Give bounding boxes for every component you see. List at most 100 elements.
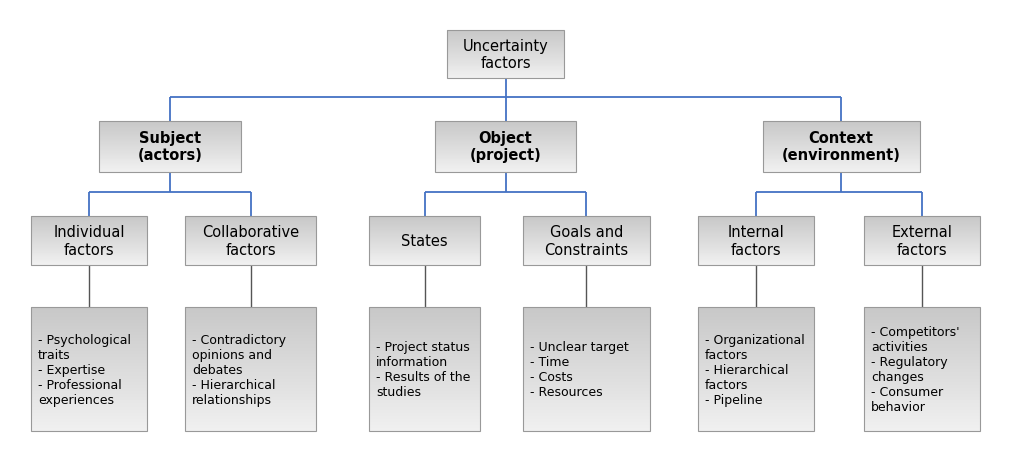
Bar bbox=[435, 129, 576, 130]
Bar bbox=[369, 336, 480, 338]
Bar bbox=[435, 171, 576, 172]
Bar bbox=[30, 413, 148, 416]
Bar bbox=[524, 341, 649, 345]
Bar bbox=[698, 233, 815, 234]
Bar bbox=[369, 373, 480, 375]
Text: - Competitors'
activities
- Regulatory
changes
- Consumer
behavior: - Competitors' activities - Regulatory c… bbox=[870, 325, 959, 414]
Bar bbox=[99, 130, 241, 132]
Bar bbox=[99, 134, 241, 135]
Bar bbox=[863, 397, 980, 400]
Bar bbox=[30, 354, 148, 357]
Bar bbox=[369, 366, 480, 369]
Bar bbox=[863, 241, 980, 242]
Bar bbox=[30, 317, 148, 320]
Bar bbox=[30, 222, 148, 223]
Bar bbox=[99, 169, 241, 171]
Bar bbox=[185, 237, 316, 239]
Bar bbox=[435, 151, 576, 152]
Bar bbox=[435, 159, 576, 161]
Bar bbox=[524, 257, 649, 258]
Bar bbox=[99, 137, 241, 138]
Bar bbox=[435, 122, 576, 172]
Bar bbox=[369, 311, 480, 314]
Bar bbox=[863, 242, 980, 243]
Bar bbox=[863, 248, 980, 249]
Bar bbox=[369, 425, 480, 428]
Bar bbox=[99, 123, 241, 124]
Bar bbox=[99, 167, 241, 168]
Bar bbox=[698, 341, 815, 345]
Bar bbox=[762, 157, 920, 158]
Bar bbox=[185, 241, 316, 242]
Bar bbox=[30, 394, 148, 397]
Bar bbox=[435, 123, 576, 124]
Bar bbox=[369, 257, 480, 258]
Bar bbox=[435, 166, 576, 167]
Bar bbox=[30, 236, 148, 237]
Bar bbox=[30, 375, 148, 379]
Bar bbox=[524, 382, 649, 385]
Bar bbox=[99, 156, 241, 157]
Bar bbox=[369, 255, 480, 257]
Bar bbox=[762, 133, 920, 134]
Bar bbox=[185, 326, 316, 329]
Bar bbox=[447, 76, 563, 77]
Bar bbox=[762, 148, 920, 149]
Bar bbox=[369, 314, 480, 317]
Bar bbox=[447, 42, 563, 43]
Bar bbox=[99, 168, 241, 170]
Bar bbox=[369, 258, 480, 259]
Bar bbox=[185, 243, 316, 245]
Bar bbox=[435, 157, 576, 158]
Bar bbox=[185, 329, 316, 332]
Bar bbox=[369, 252, 480, 253]
Bar bbox=[185, 263, 316, 264]
Bar bbox=[762, 147, 920, 148]
Text: Goals and
Constraints: Goals and Constraints bbox=[544, 225, 629, 257]
Bar bbox=[30, 241, 148, 242]
Bar bbox=[762, 138, 920, 139]
Bar bbox=[762, 158, 920, 160]
Bar bbox=[524, 254, 649, 255]
Bar bbox=[185, 224, 316, 225]
Bar bbox=[369, 428, 480, 431]
Bar bbox=[369, 228, 480, 229]
Bar bbox=[863, 382, 980, 385]
Bar bbox=[863, 385, 980, 388]
Bar bbox=[435, 150, 576, 151]
Bar bbox=[369, 222, 480, 223]
Bar bbox=[863, 339, 980, 341]
Bar bbox=[369, 249, 480, 251]
Bar bbox=[30, 345, 148, 348]
Bar bbox=[762, 156, 920, 157]
Bar bbox=[762, 151, 920, 152]
Bar bbox=[524, 245, 649, 246]
Bar bbox=[698, 373, 815, 375]
Bar bbox=[30, 400, 148, 403]
Bar bbox=[185, 239, 316, 240]
Bar bbox=[30, 419, 148, 422]
Bar bbox=[369, 241, 480, 242]
Bar bbox=[435, 132, 576, 133]
Bar bbox=[185, 254, 316, 255]
Bar bbox=[863, 422, 980, 425]
Bar bbox=[30, 379, 148, 382]
Bar bbox=[447, 69, 563, 71]
Bar bbox=[524, 223, 649, 224]
Bar bbox=[863, 336, 980, 338]
Bar bbox=[863, 419, 980, 422]
Bar bbox=[30, 224, 148, 225]
Bar bbox=[185, 217, 316, 218]
Bar bbox=[99, 164, 241, 166]
Bar bbox=[435, 133, 576, 134]
Bar bbox=[185, 385, 316, 388]
Text: - Organizational
factors
- Hierarchical
factors
- Pipeline: - Organizational factors - Hierarchical … bbox=[706, 333, 805, 406]
Bar bbox=[698, 223, 815, 224]
Bar bbox=[698, 345, 815, 348]
Bar bbox=[524, 224, 649, 225]
Bar bbox=[762, 123, 920, 124]
Bar bbox=[30, 228, 148, 229]
Bar bbox=[698, 323, 815, 326]
Bar bbox=[369, 397, 480, 400]
Bar bbox=[447, 49, 563, 50]
